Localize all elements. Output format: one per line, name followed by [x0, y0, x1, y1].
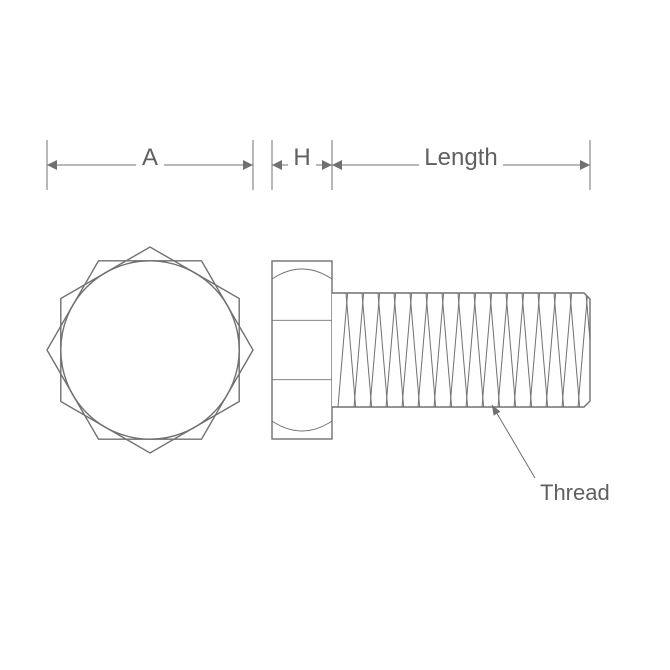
thread-leader-line [492, 405, 535, 478]
dim-arrow-h [322, 160, 332, 170]
dim-label-h: H [293, 144, 310, 171]
diagram-svg: A H Length Thread [0, 0, 670, 670]
dim-arrow-h [272, 160, 282, 170]
bolt-diagram: A H Length Thread [0, 0, 670, 670]
dim-label-length: Length [424, 144, 497, 171]
dim-arrow-length [332, 160, 342, 170]
thread-label: Thread [540, 480, 610, 505]
hex-head-side-outline [272, 261, 332, 439]
dim-arrow-a [47, 160, 57, 170]
hex-head-front-flat [47, 261, 253, 439]
dim-arrow-a [243, 160, 253, 170]
dim-arrow-length [580, 160, 590, 170]
hex-head-front-pointy [61, 247, 239, 453]
hex-head-chamfer-circle [61, 261, 239, 439]
dim-label-a: A [142, 144, 158, 171]
